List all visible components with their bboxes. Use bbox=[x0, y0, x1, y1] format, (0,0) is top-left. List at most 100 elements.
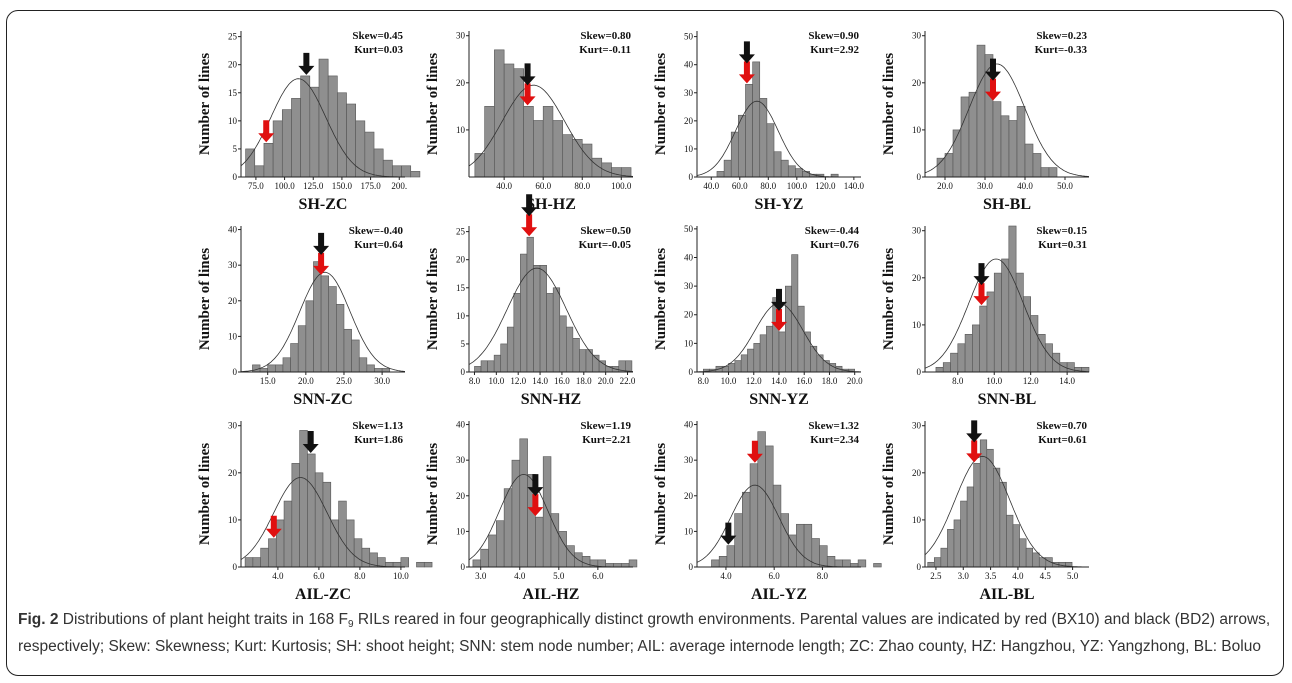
histogram-bar bbox=[979, 439, 988, 568]
y-tick-label: 30 bbox=[228, 421, 238, 431]
histogram-bar bbox=[726, 545, 735, 568]
histogram-bar bbox=[494, 49, 505, 178]
histogram-bar bbox=[936, 157, 946, 178]
histogram-bar bbox=[711, 559, 720, 568]
histogram-bar bbox=[281, 109, 292, 178]
x-tick-label: 8.0 bbox=[817, 571, 829, 581]
y-axis-label: Number of lines bbox=[881, 53, 897, 155]
histogram-bar bbox=[842, 559, 851, 568]
histogram-bar bbox=[1006, 514, 1014, 568]
histogram-bar bbox=[244, 557, 254, 568]
panel-title: SNN-YZ bbox=[749, 391, 809, 408]
y-tick-label: 10 bbox=[684, 144, 694, 154]
y-tick-label: 10 bbox=[456, 125, 466, 135]
histogram-bar bbox=[1012, 524, 1020, 568]
y-tick-label: 0 bbox=[461, 562, 466, 572]
red-arrow-icon bbox=[966, 440, 983, 463]
histogram-bar bbox=[810, 345, 818, 373]
x-tick-label: 16.0 bbox=[796, 376, 812, 386]
y-tick-label: 30 bbox=[684, 455, 694, 465]
histogram-bar bbox=[734, 360, 742, 373]
y-tick-label: 20 bbox=[228, 296, 238, 306]
x-tick-label: 30.0 bbox=[977, 181, 993, 191]
y-tick-label: 0 bbox=[461, 367, 466, 377]
y-axis-label: Number of lines bbox=[653, 248, 669, 350]
x-tick-label: 8.0 bbox=[354, 571, 366, 581]
y-tick-label: 10 bbox=[228, 515, 238, 525]
histogram-bar bbox=[313, 261, 322, 373]
histogram-bar bbox=[299, 430, 308, 568]
y-tick-label: 20 bbox=[228, 468, 238, 478]
histogram-bar bbox=[718, 556, 728, 568]
y-axis-label: Number of lines bbox=[653, 443, 669, 545]
histogram-bar bbox=[749, 463, 759, 568]
histogram-bar bbox=[1008, 120, 1018, 178]
x-tick-label: 6.0 bbox=[313, 571, 325, 581]
histogram-bar bbox=[572, 338, 580, 373]
histogram-bar bbox=[474, 153, 485, 178]
histogram-bar bbox=[358, 357, 368, 373]
histogram-bar bbox=[493, 354, 502, 373]
histogram-bar bbox=[857, 559, 867, 568]
red-arrow-icon bbox=[519, 83, 536, 106]
normal-curve bbox=[468, 267, 634, 372]
red-arrow-icon bbox=[313, 252, 330, 275]
x-tick-label: 18.0 bbox=[822, 376, 838, 386]
histogram-bar bbox=[935, 366, 944, 373]
histogram-bar bbox=[320, 275, 330, 373]
x-tick-label: 20.0 bbox=[298, 376, 314, 386]
histogram-bar bbox=[625, 360, 633, 373]
histogram-bar bbox=[260, 547, 269, 568]
histogram-bar bbox=[581, 556, 591, 568]
skewness-label: Skew=0.90 bbox=[808, 30, 859, 42]
histogram-bar bbox=[268, 538, 277, 568]
histogram-bar bbox=[738, 114, 746, 178]
y-tick-label: 5 bbox=[461, 339, 466, 349]
x-tick-label: 40.0 bbox=[703, 181, 719, 191]
x-tick-label: 20.0 bbox=[847, 376, 863, 386]
skewness-label: Skew=0.15 bbox=[1036, 225, 1087, 237]
y-tick-label: 20 bbox=[684, 310, 694, 320]
histogram-bar bbox=[1001, 258, 1010, 373]
x-tick-label: 14.0 bbox=[771, 376, 787, 386]
x-tick-label: 5.0 bbox=[1067, 571, 1079, 581]
red-arrow-icon bbox=[771, 308, 787, 331]
histogram-bar bbox=[1024, 143, 1034, 178]
histogram-bar bbox=[496, 520, 505, 568]
black-arrow-icon bbox=[313, 232, 330, 255]
histogram-bar bbox=[343, 328, 352, 373]
histogram-bar bbox=[986, 291, 995, 373]
red-arrow-icon bbox=[985, 78, 1001, 101]
histogram-bar bbox=[338, 500, 347, 568]
histogram-bar bbox=[416, 561, 425, 568]
y-tick-label: 30 bbox=[912, 421, 922, 431]
x-tick-label: 4.0 bbox=[272, 571, 284, 581]
y-tick-label: 20 bbox=[456, 78, 466, 88]
caption-subscript: 9 bbox=[347, 619, 354, 630]
y-tick-label: 10 bbox=[684, 526, 694, 536]
y-tick-label: 20 bbox=[684, 116, 694, 126]
histogram-bar bbox=[960, 500, 968, 568]
histogram-bar bbox=[307, 453, 316, 568]
histogram-bar bbox=[353, 538, 363, 568]
histogram-bar bbox=[933, 557, 942, 568]
histogram-bar bbox=[788, 534, 797, 568]
histogram-bar bbox=[1019, 538, 1027, 568]
kurtosis-label: Kurt=0.76 bbox=[810, 239, 859, 251]
x-tick-label: 50.0 bbox=[1057, 181, 1073, 191]
figure-caption: Fig. 2 Distributions of plant height tra… bbox=[18, 609, 1273, 658]
histogram-bar bbox=[283, 500, 293, 568]
histogram-bar bbox=[772, 484, 782, 568]
histogram-bar bbox=[986, 448, 994, 568]
histogram-bar bbox=[973, 463, 981, 568]
histogram-bar bbox=[488, 534, 497, 568]
black-arrow-icon bbox=[527, 474, 544, 497]
histogram-bar bbox=[330, 519, 339, 568]
kurtosis-label: Kurt=-0.11 bbox=[579, 44, 631, 56]
histogram-bar bbox=[1052, 352, 1061, 373]
histogram-bar bbox=[942, 362, 951, 373]
y-tick-label: 20 bbox=[228, 60, 238, 70]
histogram-bar bbox=[785, 285, 792, 373]
histogram-bar bbox=[300, 75, 311, 178]
histogram-bar bbox=[254, 165, 265, 178]
